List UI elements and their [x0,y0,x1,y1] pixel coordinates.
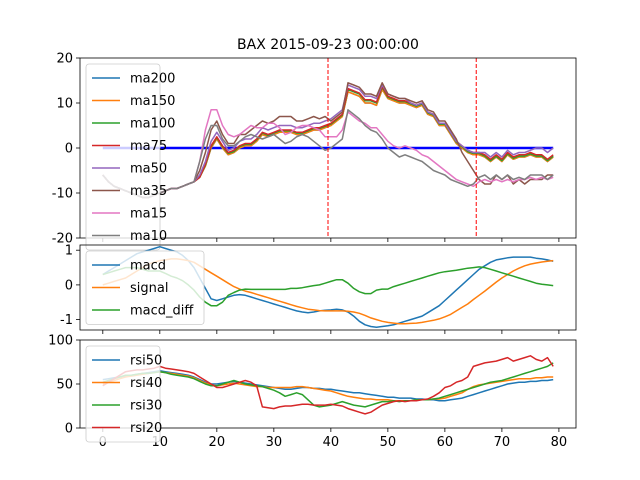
legend: rsi50 rsi40 rsi30 rsi20 [85,345,162,443]
axes-frame [79,244,577,331]
legend-entry: macd_diff [130,304,194,319]
series-line-rsi30 [102,362,554,408]
legend-entry: rsi20 [130,421,162,436]
x-tick-label: 50 [380,435,397,450]
legend-entry: ma15 [130,207,167,222]
y-tick-label: 0 [65,422,73,437]
legend-entry: ma50 [130,162,167,177]
x-tick-label: 60 [437,435,454,450]
legend-entry: signal [130,281,168,296]
plot-area [102,58,554,238]
legend-entry: macd [130,259,166,274]
y-tick-label: 100 [48,334,73,349]
panels: -20-1001020ma200ma150ma100ma75ma50ma35ma… [48,52,577,450]
plot-area [102,355,554,415]
series-line-rsi20 [102,355,554,415]
y-tick-label: 20 [56,52,73,67]
x-tick-label: 0 [99,435,107,450]
legend-entry: ma35 [130,184,167,199]
legend: ma200 ma150 ma100 ma75 ma50 ma35 ma15 ma10 [85,63,175,251]
legend-entry: ma10 [130,229,167,244]
x-tick-label: 80 [551,435,568,450]
legend-entry: ma200 [130,72,175,87]
legend-box [85,63,161,251]
legend-box [85,250,205,325]
axes-frame [79,339,577,429]
y-tick-label: 1 [65,244,73,259]
y-tick-label: 10 [56,97,73,112]
y-tick-label: 50 [56,378,73,393]
y-tick-label: -1 [60,313,73,328]
y-tick-label: -20 [52,232,73,247]
legend-box [85,345,161,443]
y-tick-label: 0 [65,278,73,293]
axes-frame [79,57,577,239]
chart-title: BAX 2015-09-23 00:00:00 [237,37,419,53]
x-tick-label: 30 [266,435,283,450]
macd-panel: -1 0 1 macd signal macd_diff [60,244,577,334]
x-tick-label: 70 [494,435,511,450]
legend-entry: rsi50 [130,354,162,369]
legend-entry: rsi40 [130,376,162,391]
legend-entry: rsi30 [130,399,162,414]
y-tick-label: -10 [52,187,73,202]
x-tick-label: 40 [323,435,340,450]
series-line-rsi50 [102,370,554,402]
legend-entry: ma100 [130,117,175,132]
price-ma-panel: -20-1001020ma200ma150ma100ma75ma50ma35ma… [52,52,577,251]
y-tick-label: 0 [65,142,73,157]
legend-entry: ma75 [130,139,167,154]
series-line-rsi40 [102,370,554,402]
legend: macd signal macd_diff [85,250,205,325]
legend-entry: ma150 [130,94,175,109]
x-tick-label: 20 [209,435,226,450]
